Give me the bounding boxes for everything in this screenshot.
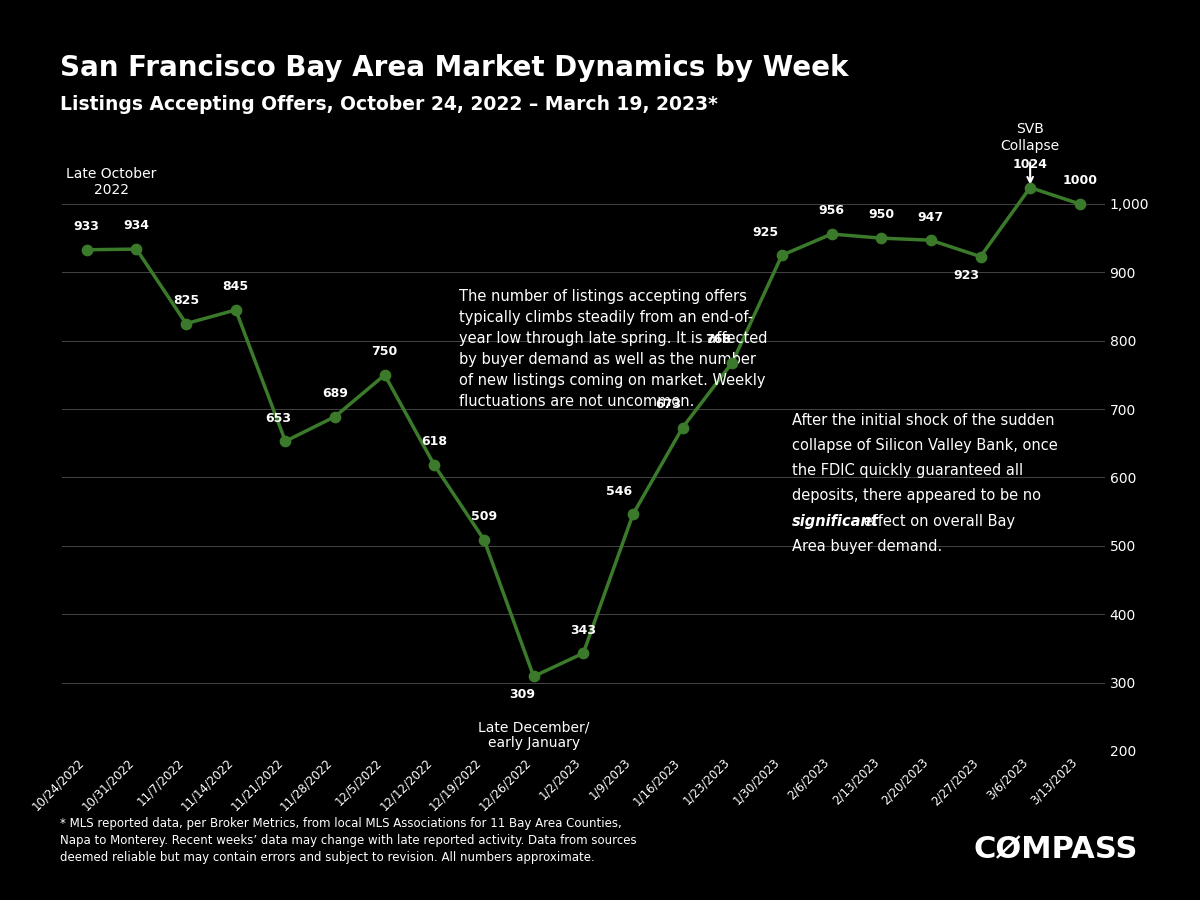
- Text: Late October
2022: Late October 2022: [66, 166, 157, 197]
- Point: [276, 434, 295, 448]
- Text: collapse of Silicon Valley Bank, once: collapse of Silicon Valley Bank, once: [792, 437, 1057, 453]
- Point: [871, 231, 890, 246]
- Text: 956: 956: [818, 204, 845, 218]
- Point: [425, 458, 444, 473]
- Text: significant: significant: [792, 514, 878, 528]
- Point: [226, 302, 245, 317]
- Point: [971, 249, 990, 264]
- Text: 546: 546: [606, 485, 632, 498]
- Text: San Francisco Bay Area Market Dynamics by Week: San Francisco Bay Area Market Dynamics b…: [60, 54, 848, 82]
- Text: 947: 947: [918, 211, 944, 223]
- Point: [722, 356, 742, 370]
- Text: 673: 673: [655, 398, 682, 411]
- Text: 768: 768: [706, 333, 731, 346]
- Text: Area buyer demand.: Area buyer demand.: [792, 539, 942, 554]
- Text: 923: 923: [954, 268, 979, 282]
- Text: 1024: 1024: [1013, 158, 1048, 171]
- Text: Late December/
early January: Late December/ early January: [478, 720, 589, 751]
- Point: [127, 242, 146, 256]
- Point: [77, 243, 96, 257]
- Text: SVB
Collapse: SVB Collapse: [1001, 122, 1060, 153]
- Text: 618: 618: [421, 436, 448, 448]
- Text: 653: 653: [265, 411, 292, 425]
- Point: [623, 508, 642, 522]
- Point: [822, 227, 841, 241]
- Text: * MLS reported data, per Broker Metrics, from local MLS Associations for 11 Bay : * MLS reported data, per Broker Metrics,…: [60, 817, 637, 864]
- Point: [325, 410, 344, 424]
- Text: 933: 933: [74, 220, 100, 233]
- Text: 845: 845: [223, 280, 248, 293]
- Text: 950: 950: [868, 209, 894, 221]
- Text: 343: 343: [570, 624, 596, 636]
- Text: 825: 825: [173, 294, 199, 307]
- Point: [1020, 180, 1039, 194]
- Text: Listings Accepting Offers, October 24, 2022 – March 19, 2023*: Listings Accepting Offers, October 24, 2…: [60, 94, 718, 113]
- Point: [773, 248, 792, 263]
- Text: After the initial shock of the sudden: After the initial shock of the sudden: [792, 412, 1055, 427]
- Point: [673, 420, 692, 435]
- Text: The number of listings accepting offers
typically climbs steadily from an end-of: The number of listings accepting offers …: [460, 290, 768, 410]
- Text: effect on overall Bay: effect on overall Bay: [859, 514, 1015, 528]
- Point: [922, 233, 941, 248]
- Point: [376, 368, 395, 382]
- Text: 934: 934: [124, 220, 150, 232]
- Point: [474, 533, 493, 547]
- Point: [524, 670, 544, 684]
- Text: deposits, there appeared to be no: deposits, there appeared to be no: [792, 489, 1040, 503]
- Text: 750: 750: [372, 346, 398, 358]
- Text: the FDIC quickly guaranteed all: the FDIC quickly guaranteed all: [792, 464, 1022, 478]
- Point: [1070, 197, 1090, 211]
- Text: 509: 509: [470, 510, 497, 523]
- Text: CØMPASS: CØMPASS: [974, 835, 1138, 864]
- Text: 309: 309: [510, 688, 535, 701]
- Text: 925: 925: [752, 226, 779, 239]
- Point: [176, 317, 196, 331]
- Text: 1000: 1000: [1062, 175, 1097, 187]
- Text: 689: 689: [322, 387, 348, 400]
- Point: [574, 646, 593, 661]
